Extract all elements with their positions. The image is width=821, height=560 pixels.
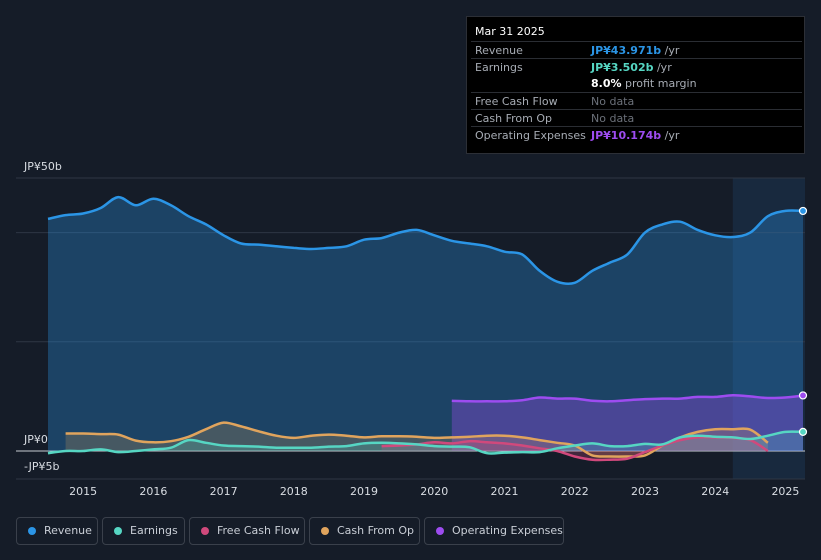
x-tick-label: 2021 <box>491 485 519 498</box>
earnings-area <box>48 431 803 454</box>
operating-expenses-end-marker <box>798 391 808 400</box>
revenue-end-marker <box>798 206 808 216</box>
legend-label: Operating Expenses <box>452 524 563 537</box>
legend-dot-icon <box>321 527 329 535</box>
tooltip-row-margin: 8.0% profit margin <box>471 75 802 92</box>
tooltip-label: Free Cash Flow <box>475 95 558 108</box>
tooltip-row-earnings: Earnings JP¥3.502b /yr <box>471 58 802 76</box>
tooltip-nodata: No data <box>591 95 635 108</box>
cash-from-op-line <box>65 421 769 458</box>
legend-label: Free Cash Flow <box>217 524 300 537</box>
legend-cash-from-op[interactable]: Cash From Op <box>309 517 420 545</box>
tooltip-date: Mar 31 2025 <box>475 25 545 38</box>
series-areas <box>48 197 803 461</box>
series-end-markers <box>798 206 808 436</box>
revenue-line <box>47 195 804 286</box>
tooltip-row-cfo: Cash From Op No data <box>471 109 802 127</box>
y-tick-label-top: JP¥50b <box>24 160 62 173</box>
x-tick-label: 2015 <box>69 485 97 498</box>
x-tick-label: 2020 <box>420 485 448 498</box>
tooltip-value: JP¥10.174b /yr <box>591 129 680 142</box>
tooltip-nodata: No data <box>591 112 635 125</box>
earnings-end-marker <box>798 427 808 436</box>
tooltip-value: JP¥43.971b /yr <box>591 44 680 57</box>
operating-expenses-line <box>451 394 804 403</box>
series-lines <box>47 195 804 462</box>
legend-free-cash-flow[interactable]: Free Cash Flow <box>189 517 305 545</box>
tooltip-label: Revenue <box>475 44 523 57</box>
x-tick-label: 2023 <box>631 485 659 498</box>
tooltip-value: 8.0% profit margin <box>591 77 697 90</box>
y-tick-label-zero: JP¥0 <box>24 433 48 446</box>
tooltip-row-revenue: Revenue JP¥43.971b /yr <box>471 41 802 59</box>
x-tick-label: 2022 <box>561 485 589 498</box>
legend-earnings[interactable]: Earnings <box>102 517 185 545</box>
tooltip-value: JP¥3.502b /yr <box>591 61 672 74</box>
x-tick-label: 2018 <box>280 485 308 498</box>
legend-label: Cash From Op <box>337 524 415 537</box>
tooltip-label: Earnings <box>475 61 523 74</box>
legend-dot-icon <box>436 527 444 535</box>
y-tick-label-bottom: -JP¥5b <box>24 460 60 473</box>
data-tooltip: Mar 31 2025 Revenue JP¥43.971b /yr Earni… <box>466 16 805 154</box>
legend-dot-icon <box>28 527 36 535</box>
free-cash-flow-line <box>381 435 769 462</box>
tooltip-row-fcf: Free Cash Flow No data <box>471 92 802 110</box>
x-axis-ticks: 2015 2016 2017 2018 2019 2020 2021 2022 2023 2024… <box>69 485 799 498</box>
x-tick-label: 2025 <box>771 485 799 498</box>
x-tick-label: 2019 <box>350 485 378 498</box>
legend-operating-expenses[interactable]: Operating Expenses <box>424 517 564 545</box>
x-tick-label: 2024 <box>701 485 729 498</box>
x-tick-label: 2017 <box>210 485 238 498</box>
x-tick-label: 2016 <box>139 485 167 498</box>
revenue-area <box>48 197 803 451</box>
earnings-line <box>47 430 804 455</box>
tooltip-label: Operating Expenses <box>475 129 586 142</box>
legend-revenue[interactable]: Revenue <box>16 517 98 545</box>
legend-label: Earnings <box>130 524 178 537</box>
legend-label: Revenue <box>44 524 92 537</box>
legend-dot-icon <box>201 527 209 535</box>
tooltip-row-opex: Operating Expenses JP¥10.174b /yr <box>471 126 802 144</box>
cash-from-op-area <box>65 422 768 457</box>
tooltip-label: Cash From Op <box>475 112 553 125</box>
legend-dot-icon <box>114 527 122 535</box>
